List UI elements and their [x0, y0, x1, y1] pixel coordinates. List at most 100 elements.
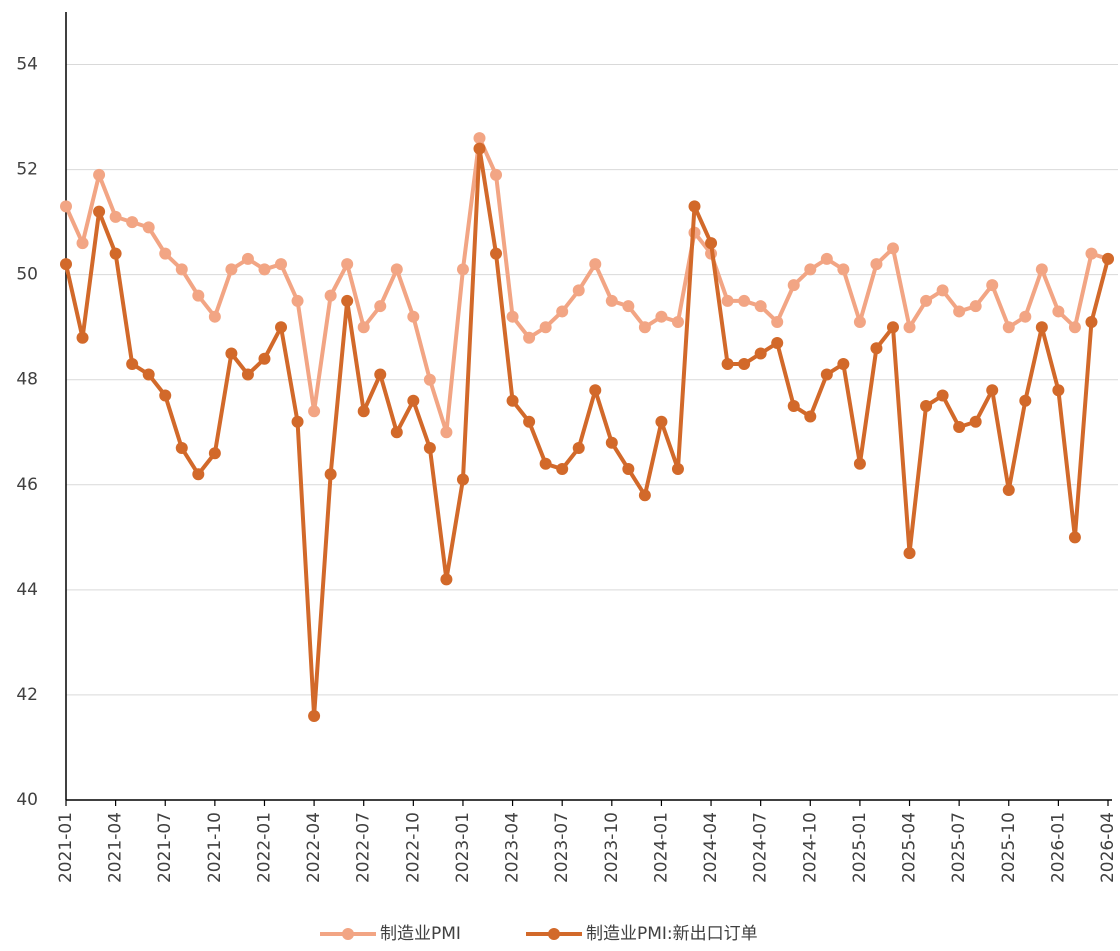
data-point: [539, 457, 552, 470]
data-point: [986, 384, 999, 397]
data-point: [671, 315, 684, 328]
data-point: [390, 263, 403, 276]
data-point: [126, 357, 139, 370]
data-point: [423, 373, 436, 386]
data-point: [705, 237, 718, 250]
data-point: [324, 289, 337, 302]
x-tick-label: 2025-04: [900, 812, 920, 883]
data-point: [721, 294, 734, 307]
data-point: [357, 405, 370, 418]
data-point: [506, 394, 519, 407]
data-point: [572, 284, 585, 297]
data-point: [1102, 252, 1114, 265]
x-tick-label: 2022-10: [403, 812, 423, 883]
data-point: [820, 252, 833, 265]
x-tick-label: 2025-01: [850, 812, 870, 883]
data-point: [1019, 394, 1032, 407]
series-line: [64, 136, 1109, 435]
data-point: [936, 389, 949, 402]
data-point: [787, 279, 800, 292]
data-point: [407, 310, 420, 323]
data-point: [1085, 247, 1098, 260]
data-point: [440, 426, 453, 439]
data-point: [903, 321, 916, 334]
data-point: [655, 415, 668, 428]
data-point: [1035, 263, 1048, 276]
data-point: [936, 284, 949, 297]
data-point: [208, 310, 221, 323]
data-point: [407, 394, 420, 407]
data-point: [241, 368, 254, 381]
data-point: [589, 258, 602, 271]
data-point: [572, 442, 585, 455]
x-tick-label: 2023-07: [552, 812, 572, 883]
data-point: [886, 321, 899, 334]
data-point: [192, 289, 205, 302]
x-tick-label: 2022-01: [254, 812, 274, 883]
data-point: [771, 336, 784, 349]
data-point: [142, 368, 155, 381]
data-point: [738, 357, 751, 370]
data-point: [308, 709, 321, 722]
data-point: [837, 357, 850, 370]
data-point: [920, 400, 933, 412]
data-point: [423, 442, 436, 455]
data-point: [754, 300, 767, 313]
data-point: [225, 347, 238, 360]
data-point: [986, 279, 999, 292]
data-point: [523, 415, 536, 428]
data-point: [804, 410, 817, 423]
x-tick-label: 2021-07: [155, 812, 175, 883]
data-point: [853, 457, 866, 470]
data-point: [589, 384, 602, 397]
data-point: [473, 132, 486, 145]
data-point: [523, 331, 536, 344]
data-point: [721, 357, 734, 370]
data-point: [539, 321, 552, 334]
data-point: [688, 200, 701, 213]
x-tick-label: 2023-10: [602, 812, 622, 883]
data-point: [275, 321, 288, 334]
y-tick-label: 50: [16, 265, 38, 285]
data-point: [870, 342, 883, 355]
x-tick-label: 2026-04: [1098, 812, 1118, 883]
data-point: [870, 258, 883, 271]
x-tick-label: 2024-07: [751, 812, 771, 883]
data-point: [357, 321, 370, 334]
data-point: [1085, 315, 1098, 328]
x-tick-label: 2025-07: [949, 812, 969, 883]
data-point: [638, 321, 651, 334]
legend-item: 制造业PMI: [320, 924, 461, 944]
x-tick-label: 2021-04: [106, 812, 126, 883]
legend-marker: [342, 928, 354, 940]
data-point: [341, 294, 354, 307]
data-point: [886, 242, 899, 255]
data-point: [324, 468, 337, 481]
data-point: [1052, 384, 1065, 397]
legend-label: 制造业PMI:新出口订单: [586, 924, 758, 944]
x-tick-label: 2024-01: [651, 812, 671, 883]
data-point: [969, 300, 982, 313]
data-point: [771, 315, 784, 328]
data-point: [506, 310, 519, 323]
data-point: [622, 463, 635, 476]
legend-label: 制造业PMI: [380, 924, 461, 944]
data-point: [456, 263, 469, 276]
data-point: [341, 258, 354, 271]
data-point: [1002, 321, 1015, 334]
data-point: [60, 258, 72, 271]
data-point: [556, 305, 569, 318]
data-point: [1035, 321, 1048, 334]
data-point: [258, 352, 271, 365]
data-point: [76, 331, 89, 344]
data-point: [456, 473, 469, 486]
x-tick-label: 2024-10: [800, 812, 820, 883]
data-point: [76, 237, 89, 250]
data-point: [622, 300, 635, 313]
data-point: [275, 258, 288, 271]
data-point: [1068, 321, 1081, 334]
data-point: [109, 247, 122, 260]
y-tick-label: 54: [16, 55, 38, 75]
data-point: [308, 405, 321, 418]
